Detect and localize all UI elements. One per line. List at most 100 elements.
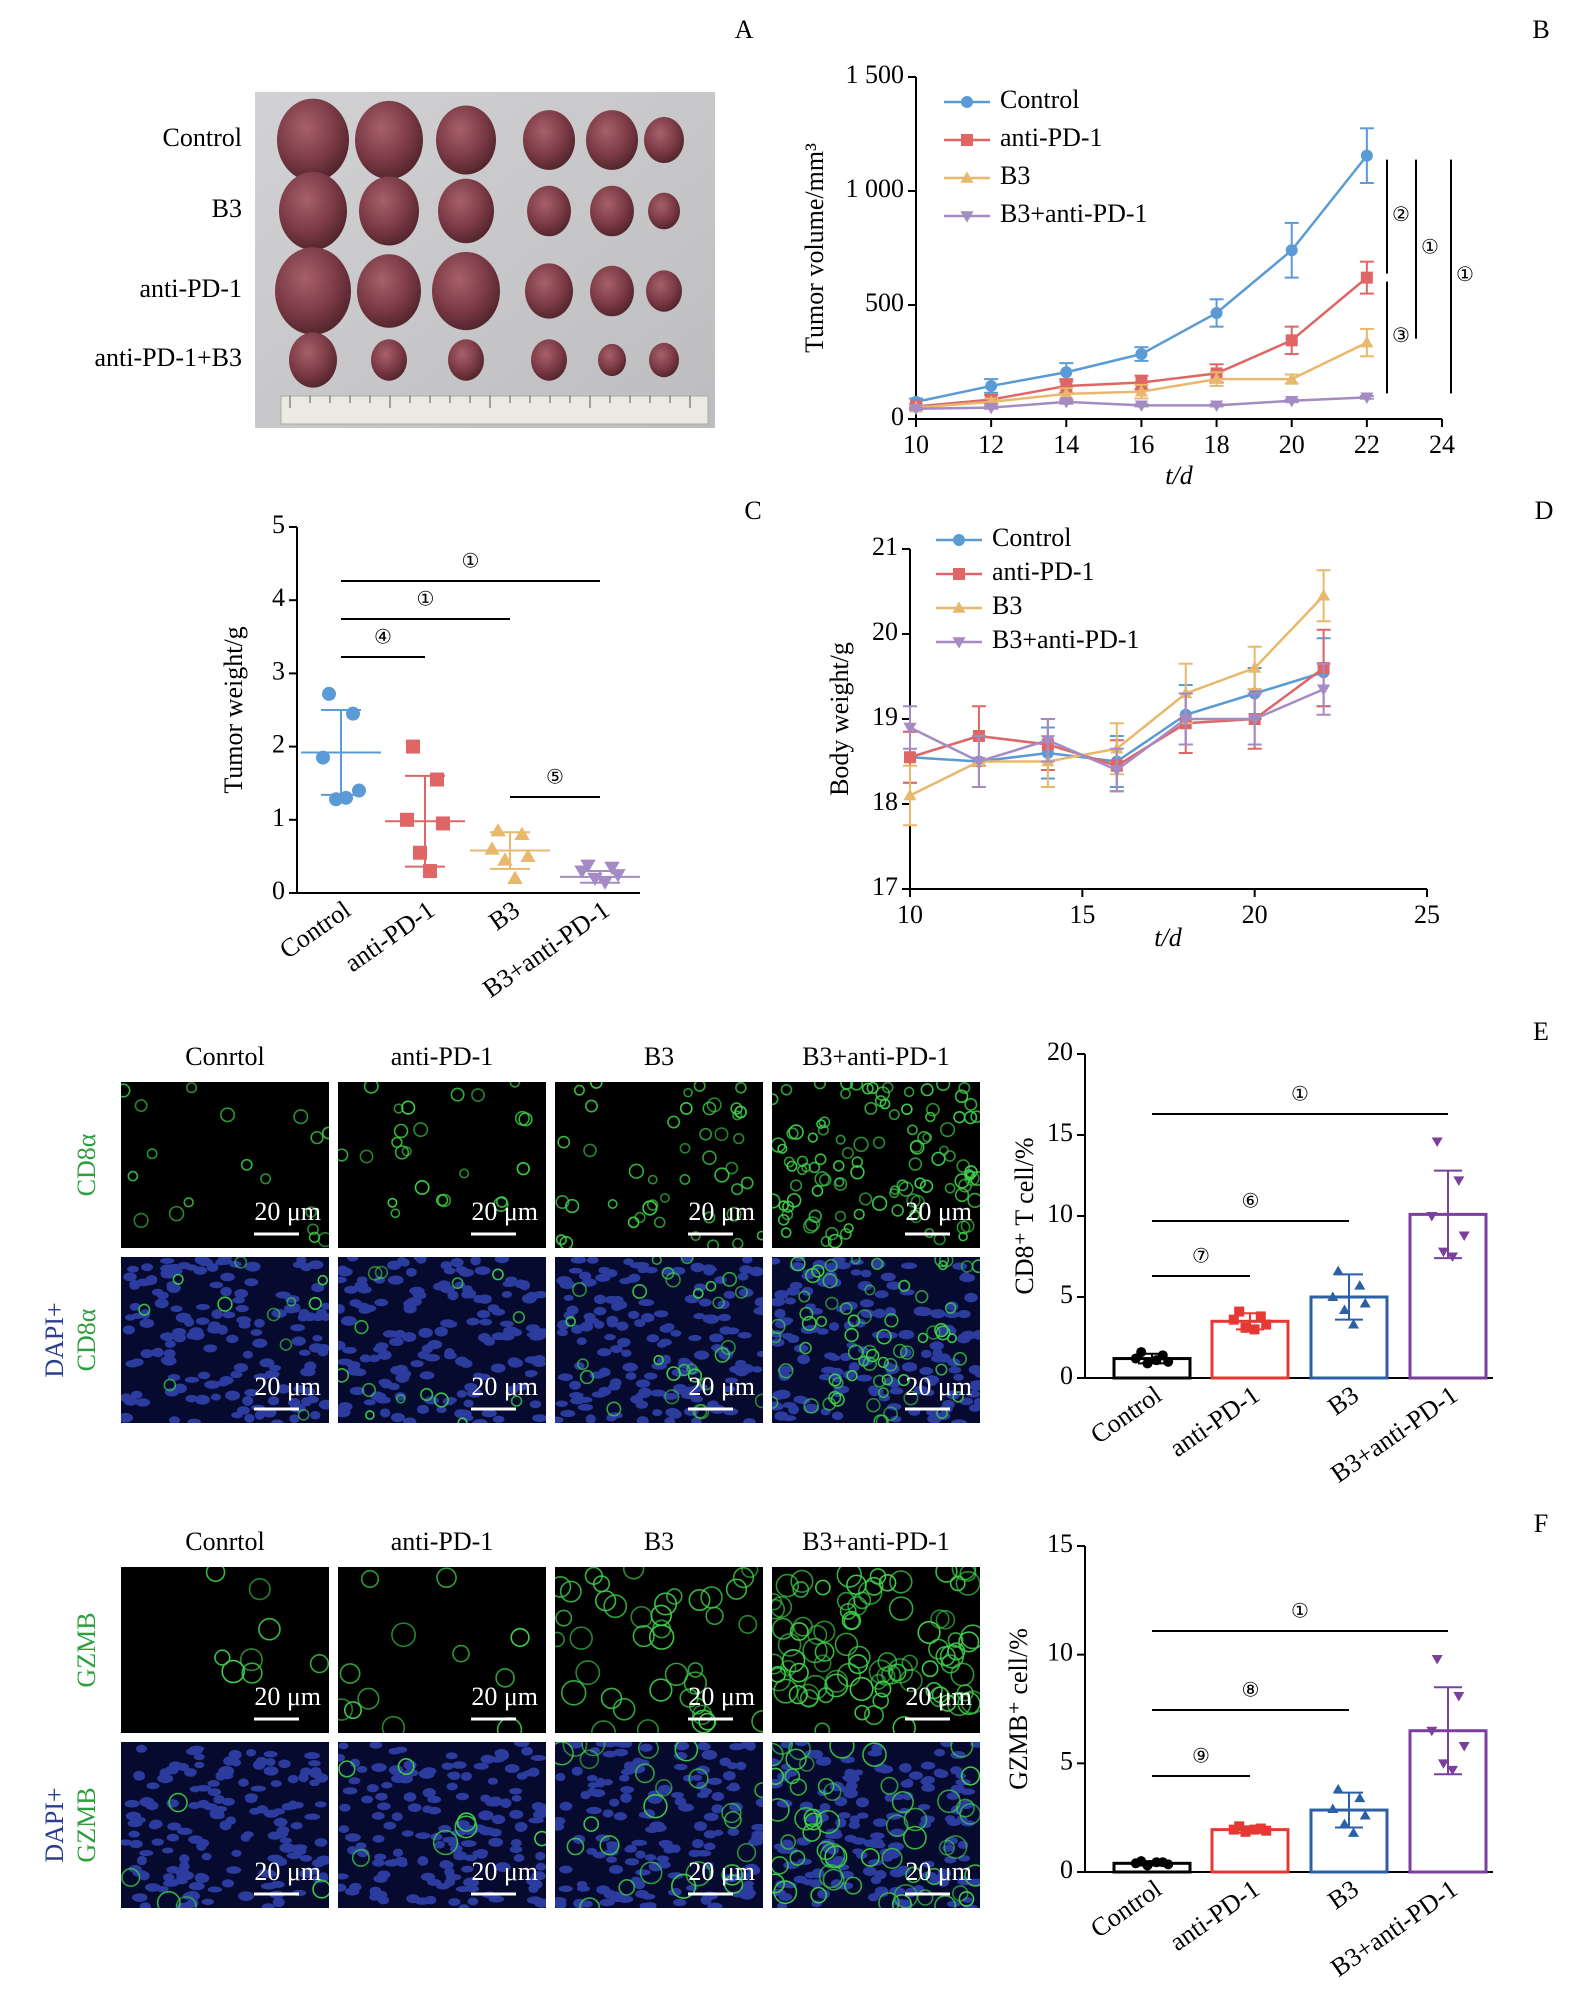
nucleus [220, 1286, 232, 1297]
positive-cell [738, 1614, 758, 1634]
nucleus [372, 1859, 385, 1867]
nucleus [604, 1333, 616, 1341]
nucleus [487, 1777, 498, 1785]
nucleus [441, 1762, 454, 1770]
positive-cell [844, 1327, 859, 1343]
data-point [985, 379, 998, 392]
positive-cell [632, 1624, 655, 1648]
nucleus [775, 1389, 791, 1400]
nucleus [225, 1390, 241, 1401]
nucleus [238, 1891, 254, 1901]
nucleus [267, 1396, 280, 1406]
nucleus [703, 1842, 716, 1851]
positive-cell [639, 1861, 663, 1885]
positive-cell [823, 1782, 842, 1802]
nucleus [901, 1362, 918, 1372]
positive-cell [880, 1776, 899, 1795]
positive-cell [921, 1660, 939, 1678]
nucleus [338, 1753, 345, 1762]
positive-cell [653, 1354, 664, 1366]
nucleus [801, 1879, 817, 1886]
nucleus [868, 1385, 880, 1394]
positive-cell [836, 1591, 856, 1611]
panel-label: D [1535, 496, 1554, 525]
nucleus [442, 1320, 458, 1328]
legend-marker [960, 171, 974, 183]
nucleus [693, 1313, 706, 1320]
nucleus [499, 1331, 515, 1341]
nucleus [318, 1399, 329, 1410]
nucleus [850, 1269, 862, 1276]
nucleus [711, 1344, 724, 1352]
positive-cell [575, 1660, 601, 1686]
positive-cell [786, 1193, 802, 1208]
data-point [1142, 1860, 1153, 1871]
nucleus [240, 1832, 251, 1842]
scale-bar-label: 20 μm [905, 1682, 972, 1711]
nucleus [860, 1269, 872, 1278]
positive-cell [816, 1119, 826, 1129]
row-label: B3 [212, 194, 242, 223]
nucleus [179, 1854, 190, 1864]
row-label: anti-PD-1 [139, 274, 242, 303]
nucleus [855, 1797, 870, 1808]
tumor [359, 176, 419, 246]
nucleus [226, 1866, 242, 1874]
positive-cell [881, 1373, 894, 1386]
scale-bar-label: 20 μm [254, 1682, 321, 1711]
data-point [574, 865, 590, 879]
nucleus [278, 1759, 291, 1769]
error-bar [490, 831, 530, 870]
data-point [1354, 1792, 1366, 1803]
data-point [1134, 400, 1149, 412]
nucleus [391, 1774, 406, 1783]
nucleus [920, 1761, 936, 1770]
positive-cell [789, 1662, 809, 1683]
data-point [1339, 1818, 1350, 1829]
nucleus [887, 1378, 901, 1388]
nucleus [361, 1795, 374, 1804]
nucleus [953, 1373, 964, 1381]
positive-cell [903, 1807, 928, 1832]
positive-cell [691, 1709, 716, 1733]
nucleus [270, 1780, 282, 1787]
positive-cell [846, 1574, 867, 1596]
nucleus [593, 1294, 607, 1305]
positive-cell [866, 1397, 881, 1413]
nucleus [197, 1257, 212, 1267]
nucleus [383, 1821, 397, 1830]
positive-cell [814, 1171, 830, 1187]
positive-cell [397, 1758, 415, 1776]
y-axis-label: CD8⁺ T cell/% [1010, 1137, 1039, 1294]
nucleus [338, 1340, 346, 1351]
positive-cell [772, 1193, 781, 1209]
data-point [1426, 1212, 1438, 1222]
nucleus [183, 1317, 195, 1327]
nucleus [586, 1257, 599, 1264]
positive-cell [815, 1315, 828, 1328]
positive-cell [312, 1879, 329, 1899]
nucleus [204, 1380, 221, 1389]
nucleus [942, 1399, 955, 1410]
positive-cell [606, 1401, 622, 1417]
nucleus [283, 1303, 298, 1314]
nucleus [338, 1742, 349, 1750]
positive-cell [813, 1082, 827, 1090]
nucleus [604, 1295, 619, 1304]
data-point [497, 852, 513, 866]
positive-cell [947, 1632, 964, 1649]
positive-cell [943, 1835, 968, 1860]
nucleus [176, 1827, 193, 1835]
data-point [1248, 714, 1262, 726]
nucleus [427, 1339, 443, 1350]
nucleus [613, 1748, 629, 1757]
nucleus [418, 1327, 433, 1338]
nucleus [196, 1303, 210, 1311]
positive-cell [877, 1652, 898, 1672]
nucleus [434, 1326, 448, 1337]
nucleus [974, 1367, 980, 1378]
nucleus [620, 1786, 635, 1794]
nucleus [559, 1801, 573, 1811]
nucleus [422, 1805, 433, 1813]
